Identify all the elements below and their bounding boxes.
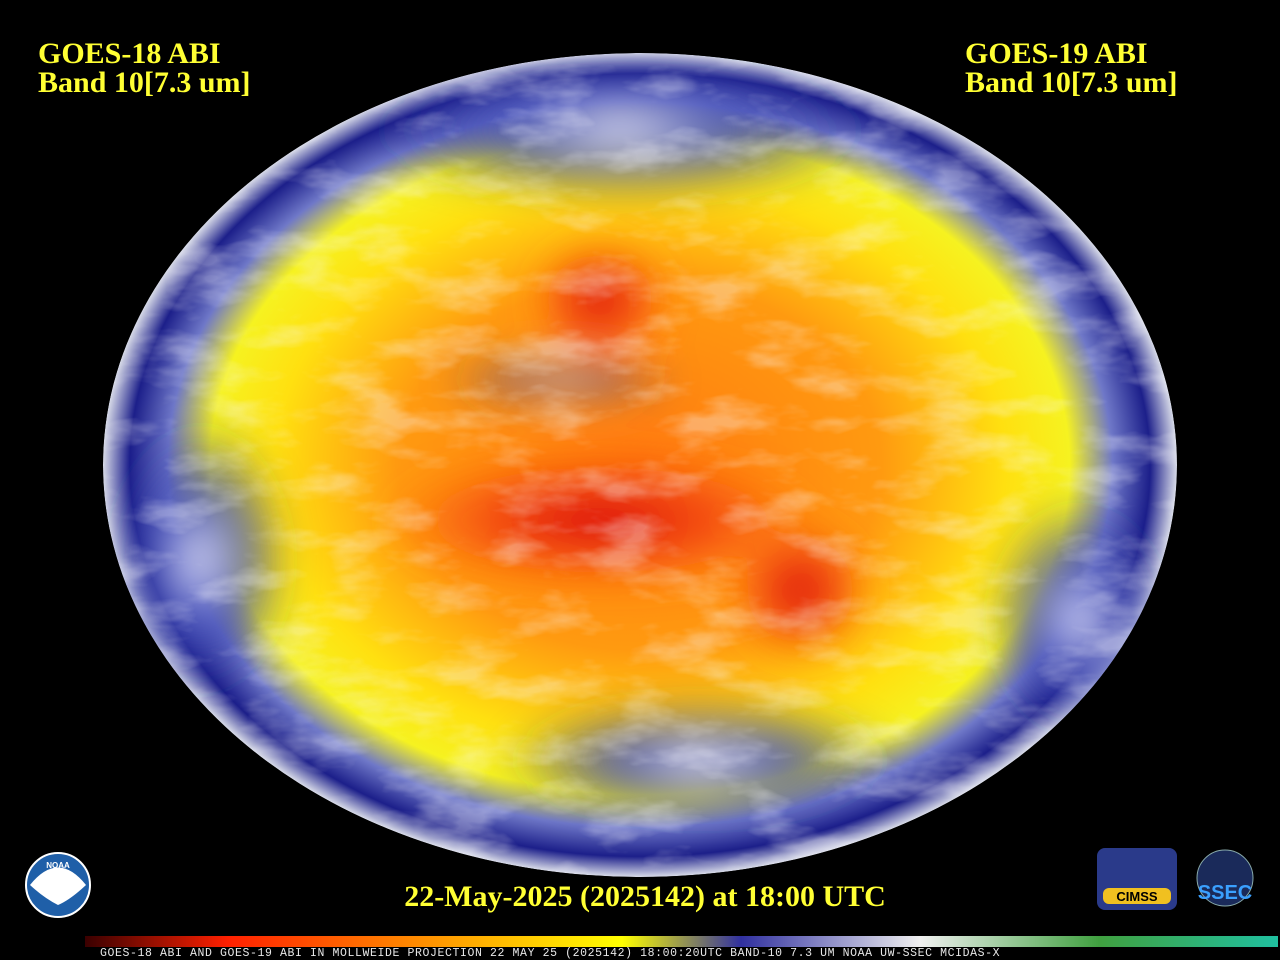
left-satellite: GOES-18 ABI bbox=[38, 37, 221, 70]
cimss-logo: CIMSS bbox=[1097, 848, 1177, 910]
timestamp: 22-May-2025 (2025142) at 18:00 UTC bbox=[404, 880, 886, 913]
color-bar bbox=[85, 936, 1278, 947]
footer: GOES-18 ABI AND GOES-19 ABI IN MOLLWEIDE… bbox=[100, 947, 1000, 960]
noaa-logo: NOAA bbox=[25, 852, 91, 918]
cimss-text: CIMSS bbox=[1116, 889, 1158, 904]
ssec-logo: SSEC bbox=[1196, 849, 1254, 907]
globe bbox=[103, 53, 1177, 877]
noaa-text: NOAA bbox=[46, 861, 70, 870]
ssec-text: SSEC bbox=[1198, 882, 1252, 904]
left-band: Band 10[7.3 um] bbox=[38, 66, 251, 99]
right-satellite: GOES-19 ABI bbox=[965, 37, 1148, 70]
right-band: Band 10[7.3 um] bbox=[965, 66, 1178, 99]
